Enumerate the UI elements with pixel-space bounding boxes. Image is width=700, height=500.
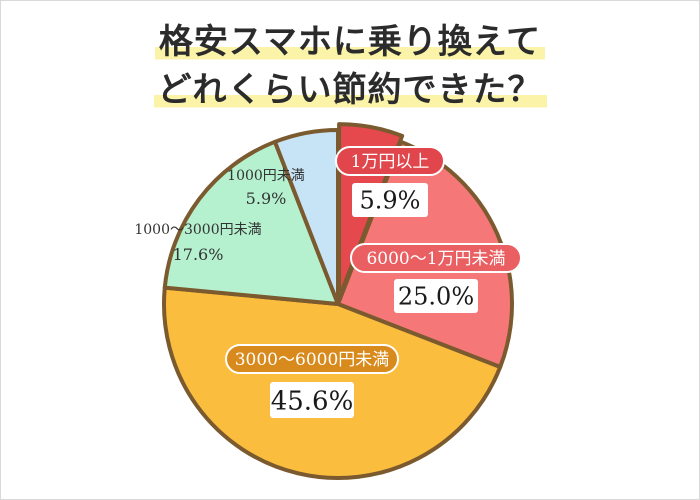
chart-title-line-2: どれくらい節約できた？ [0,62,700,111]
slice-label-pill [335,146,445,176]
slice-label-group: 6000〜1万円未満 25.0% [350,243,522,313]
slice-label: 1万円以上 [351,152,430,172]
slice-label-group: 3000〜6000円未満 45.6% [225,344,399,418]
slice-value: 5.9% [360,187,421,215]
slice-value-box [352,183,428,217]
slice-value: 25.0% [398,283,474,311]
slice-value: 45.6% [271,386,354,416]
slice-label: 6000〜1万円未満 [366,249,505,269]
slice-label-group: 1万円以上 5.9% [335,146,445,217]
slice-label: 1000円未満 [227,168,305,184]
slice-value-box [394,279,478,313]
slice-label: 3000〜6000円未満 [235,350,390,370]
chart-title-line-1: 格安スマホに乗り換えて [0,14,700,63]
pie-slice [272,128,340,306]
pie-slice [162,139,340,306]
slice-value-box [270,382,354,418]
slice-label: 1000〜3000円未満 [134,222,261,238]
slice-value: 5.9% [246,189,287,208]
slice-value: 17.6% [173,245,224,264]
slice-label-pill [350,243,522,273]
slice-label-pill [225,344,399,374]
